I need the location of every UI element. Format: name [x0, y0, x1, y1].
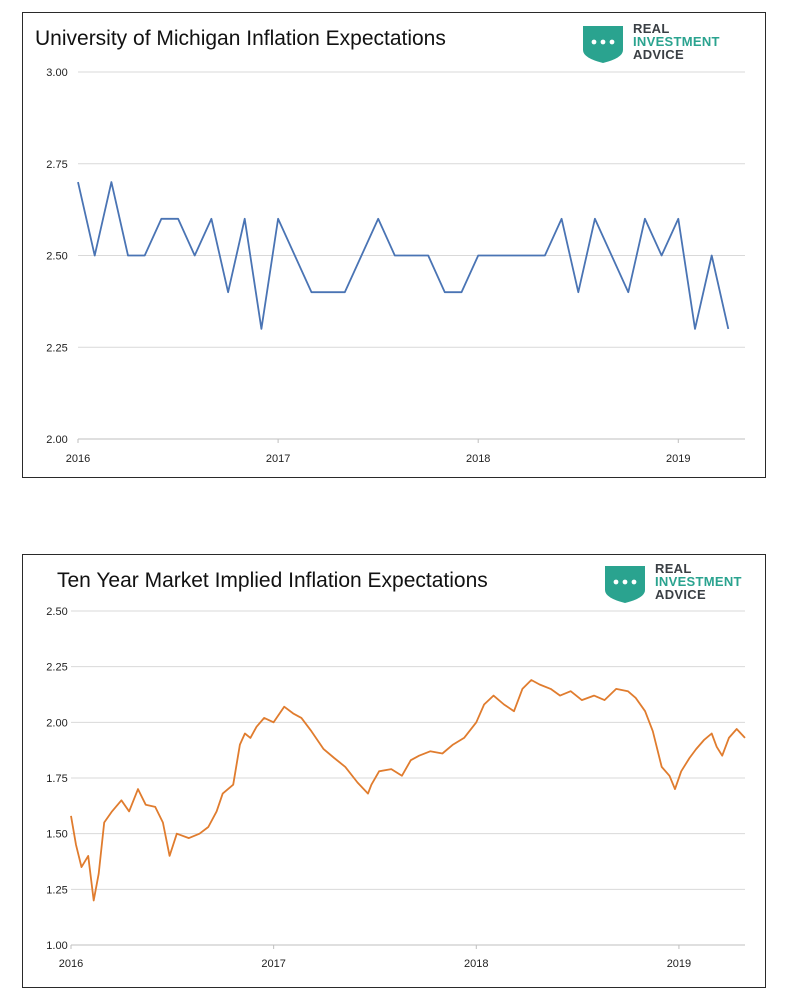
shield-logo-icon [605, 566, 645, 603]
series-line [70, 679, 746, 902]
x-tick-label: 2018 [464, 958, 488, 970]
y-tick-label: 1.00 [46, 940, 67, 952]
logo-wordmark: REAL INVESTMENT ADVICE [655, 562, 742, 601]
line-chart-michigan: 3.00 2.75 2.50 2.25 2.00 2016 2017 2018 2019 [46, 67, 745, 465]
x-tick-label: 2016 [59, 958, 83, 970]
x-tick-label: 2019 [667, 958, 691, 970]
y-tick-label: 1.50 [46, 829, 67, 841]
y-tick-label: 2.00 [46, 717, 67, 729]
x-tick-label: 2017 [266, 453, 290, 465]
logo-word-advice: ADVICE [633, 47, 684, 62]
line-chart-market-implied: 2.50 2.25 2.00 1.75 1.50 1.25 1.00 2016 2017 2018… [46, 606, 746, 970]
logo-word-investment: INVESTMENT [655, 574, 742, 589]
x-tick-label: 2016 [66, 453, 90, 465]
y-tick-label: 2.25 [46, 662, 67, 674]
y-tick-label: 3.00 [46, 67, 67, 79]
logo-word-real: REAL [633, 21, 670, 36]
logo-word-advice: ADVICE [655, 587, 706, 602]
y-tick-label: 1.75 [46, 773, 67, 785]
y-tick-label: 2.50 [46, 251, 67, 263]
y-tick-label: 2.00 [46, 434, 67, 446]
chart-title: Ten Year Market Implied Inflation Expect… [57, 569, 488, 592]
real-investment-advice-logo: REAL INVESTMENT ADVICE [581, 21, 751, 65]
shield-logo-icon [583, 26, 623, 63]
x-tick-label: 2018 [466, 453, 490, 465]
logo-wordmark: REAL INVESTMENT ADVICE [633, 22, 720, 61]
y-tick-label: 2.75 [46, 159, 67, 171]
y-tick-label: 2.50 [46, 606, 67, 618]
y-tick-label: 1.25 [46, 884, 67, 896]
series-line [77, 181, 730, 330]
logo-word-real: REAL [655, 561, 692, 576]
chart-panel-michigan: University of Michigan Inflation Expecta… [22, 12, 766, 478]
real-investment-advice-logo: REAL INVESTMENT ADVICE [603, 561, 773, 605]
chart-title: University of Michigan Inflation Expecta… [35, 27, 446, 50]
x-tick-label: 2017 [261, 958, 285, 970]
chart-panel-market-implied: Ten Year Market Implied Inflation Expect… [22, 554, 766, 988]
y-tick-label: 2.25 [46, 342, 67, 354]
logo-word-investment: INVESTMENT [633, 34, 720, 49]
x-tick-label: 2019 [666, 453, 690, 465]
